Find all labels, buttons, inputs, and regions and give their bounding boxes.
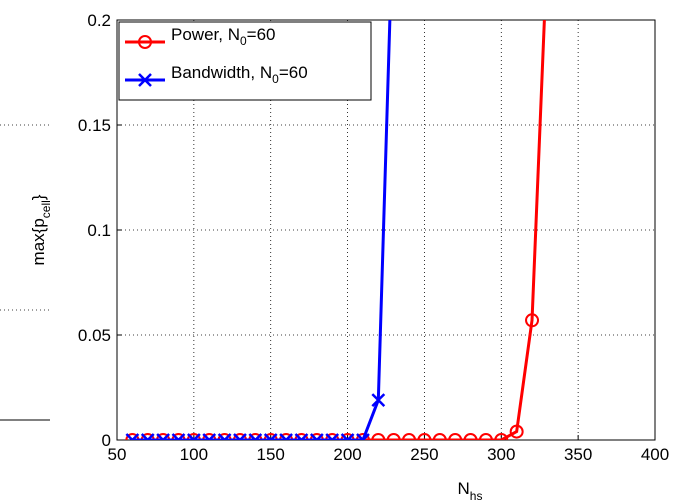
marker — [279, 433, 294, 440]
legend-text: Power, N — [171, 25, 240, 44]
marker — [186, 433, 201, 440]
marker — [402, 433, 417, 440]
marker — [263, 433, 278, 440]
y-axis-label: max{pcell} — [29, 194, 53, 265]
marker — [138, 73, 152, 87]
marker — [279, 433, 293, 440]
legend-text: =60 — [247, 25, 276, 44]
y-label-end: } — [29, 194, 48, 200]
marker — [386, 433, 401, 440]
legend-label: Bandwidth, N0=60 — [171, 63, 308, 86]
marker — [371, 393, 386, 407]
marker — [340, 433, 355, 440]
marker — [371, 433, 386, 440]
y-tick-label: 0.1 — [87, 221, 111, 240]
marker — [125, 433, 140, 440]
marker — [140, 433, 155, 440]
x-label-sub: hs — [470, 489, 483, 503]
plot-area — [125, 20, 546, 440]
y-label-main: max{p — [29, 218, 48, 265]
marker — [156, 433, 171, 440]
marker — [448, 433, 463, 440]
marker — [325, 433, 340, 440]
legend-sub: 0 — [240, 34, 247, 48]
legend-box — [118, 21, 372, 101]
marker — [525, 313, 540, 328]
marker — [494, 433, 509, 440]
marker — [340, 433, 355, 440]
marker — [309, 433, 324, 440]
marker — [356, 433, 370, 440]
marker — [202, 433, 217, 440]
x-tick-label: 300 — [487, 445, 515, 464]
legend-sub: 0 — [272, 72, 279, 86]
x-tick-label: 250 — [410, 445, 438, 464]
marker — [171, 433, 186, 440]
marker — [294, 433, 309, 440]
marker — [294, 433, 309, 440]
marker — [263, 433, 278, 440]
marker — [248, 433, 263, 440]
marker — [417, 433, 432, 440]
legend-text: Bandwidth, N — [171, 63, 272, 82]
x-tick-label: 150 — [257, 445, 285, 464]
marker — [432, 433, 447, 440]
x-tick-label: 50 — [108, 445, 127, 464]
y-tick-label: 0.2 — [87, 11, 111, 30]
marker — [217, 433, 232, 440]
marker — [355, 433, 370, 440]
marker — [156, 433, 170, 440]
cropped-neighbor — [0, 124, 50, 421]
x-tick-label: 100 — [180, 445, 208, 464]
marker — [232, 433, 247, 440]
x-axis-label: Nhs — [458, 479, 483, 503]
marker — [478, 433, 493, 440]
marker — [248, 433, 263, 440]
marker — [463, 433, 478, 440]
x-tick-label: 350 — [564, 445, 592, 464]
x-label-main: N — [458, 479, 470, 498]
marker — [325, 433, 340, 440]
marker — [171, 433, 186, 440]
marker — [233, 433, 247, 440]
marker — [138, 35, 152, 49]
x-tick-label: 200 — [333, 445, 361, 464]
marker — [217, 433, 232, 440]
y-tick-label: 0 — [102, 431, 111, 450]
legend-label: Power, N0=60 — [171, 25, 276, 48]
y-label-sub: cell — [39, 200, 53, 218]
y-tick-label: 0.05 — [78, 326, 111, 345]
x-tick-label: 400 — [641, 445, 669, 464]
marker — [202, 433, 217, 440]
marker — [140, 433, 155, 440]
marker — [509, 424, 524, 439]
marker — [125, 433, 140, 440]
y-tick-label: 0.15 — [78, 116, 111, 135]
marker — [186, 433, 201, 440]
legend-text: =60 — [279, 63, 308, 82]
marker — [309, 433, 324, 440]
